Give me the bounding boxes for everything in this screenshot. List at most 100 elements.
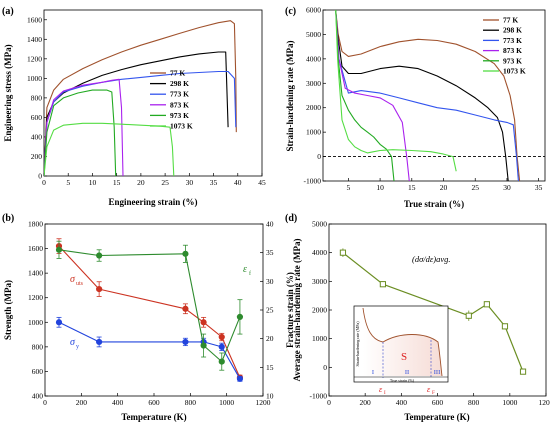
panel-d-ylabel: Average strain-hardening rate (MPa) bbox=[292, 238, 302, 381]
x-tick-label: 35 bbox=[210, 178, 218, 187]
legend-label: 298 K bbox=[503, 26, 522, 35]
panel-b-xlabel: Temperature (K) bbox=[121, 412, 186, 422]
panel-b-chart: (b) Temperature (K) Strength (MPa) Fract… bbox=[2, 213, 295, 422]
y-tick-label: 4000 bbox=[312, 248, 327, 257]
legend-label: 298 K bbox=[170, 79, 189, 88]
x-tick-label: 600 bbox=[432, 398, 444, 407]
data-point bbox=[200, 342, 207, 349]
x-tick-label: 1000 bbox=[219, 398, 234, 407]
series-label: σ bbox=[70, 337, 76, 348]
x-tick-label: 5 bbox=[66, 178, 70, 187]
x-tick-label: 5 bbox=[346, 183, 350, 192]
panel-a-label: (a) bbox=[2, 6, 14, 17]
data-point bbox=[182, 305, 189, 312]
y-right-tick-label: 15 bbox=[266, 363, 274, 372]
svg-text:F: F bbox=[432, 391, 435, 396]
inset-ylabel: Strain-hardening rate (MPa) bbox=[355, 321, 360, 367]
y-tick-label: 400 bbox=[32, 392, 44, 401]
y-tick-label: 3000 bbox=[312, 277, 327, 286]
data-point bbox=[218, 358, 225, 365]
series-line bbox=[58, 321, 241, 380]
y-tick-label: 1200 bbox=[27, 54, 42, 63]
data-point bbox=[218, 333, 225, 341]
panel-b-frame bbox=[44, 223, 264, 397]
x-tick-label: 10 bbox=[89, 178, 97, 187]
y-tick-label: 6000 bbox=[306, 6, 321, 15]
x-tick-label: 1000 bbox=[502, 398, 517, 407]
panel-a-ylabel: Engineering stress (MPa) bbox=[3, 44, 13, 141]
y-tick-label: 2000 bbox=[312, 306, 327, 315]
y-right-tick-label: 40 bbox=[266, 220, 274, 229]
y-tick-label: 1800 bbox=[28, 220, 43, 229]
series-line bbox=[335, 10, 521, 181]
y-tick-label: 400 bbox=[31, 132, 43, 141]
svg-text:ε: ε bbox=[379, 385, 383, 394]
y-tick-label: 600 bbox=[31, 113, 43, 122]
series-line bbox=[44, 70, 237, 176]
panel-d-chart: (d) Temperature (K) Average strain-harde… bbox=[285, 213, 550, 422]
y-tick-label: 2000 bbox=[306, 103, 321, 112]
series-line bbox=[58, 249, 241, 363]
panel-d-inset: S I II III True strain (%) Strain-harden… bbox=[353, 305, 449, 396]
x-tick-label: 800 bbox=[468, 398, 480, 407]
x-tick-label: 45 bbox=[258, 178, 266, 187]
x-tick-label: 15 bbox=[408, 183, 416, 192]
y-tick-label: 4000 bbox=[306, 54, 321, 63]
x-tick-label: 40 bbox=[234, 178, 242, 187]
panel-a-xlabel: Engineering strain (%) bbox=[109, 197, 198, 207]
series-label-subscript: uts bbox=[76, 281, 84, 287]
y-right-tick-label: 25 bbox=[266, 306, 274, 315]
series-line bbox=[44, 20, 237, 176]
inset-strain-mark-1: ε I bbox=[379, 385, 386, 396]
series-line bbox=[342, 252, 524, 372]
data-point bbox=[55, 246, 63, 253]
series-label-subscript: y bbox=[76, 344, 79, 350]
data-point bbox=[501, 323, 509, 330]
y-tick-label: 0 bbox=[323, 363, 327, 372]
data-point bbox=[379, 281, 386, 288]
series-label: σ bbox=[70, 274, 76, 285]
x-tick-label: 200 bbox=[76, 398, 88, 407]
y-tick-label: 1000 bbox=[27, 74, 42, 83]
series-line bbox=[44, 89, 117, 176]
x-tick-label: 400 bbox=[112, 398, 124, 407]
series-line bbox=[335, 10, 519, 181]
x-tick-label: 600 bbox=[148, 398, 160, 407]
y-tick-label: 1600 bbox=[28, 244, 43, 253]
x-tick-label: 30 bbox=[186, 178, 194, 187]
y-tick-label: 3000 bbox=[306, 79, 321, 88]
x-tick-label: 35 bbox=[535, 183, 543, 192]
y-tick-label: -1000 bbox=[310, 392, 328, 401]
x-tick-label: 25 bbox=[161, 178, 169, 187]
x-tick-label: 0 bbox=[42, 178, 46, 187]
series-line bbox=[44, 122, 175, 176]
panel-c-frame bbox=[322, 9, 546, 182]
y-tick-label: 1000 bbox=[312, 334, 327, 343]
x-tick-label: 30 bbox=[503, 183, 511, 192]
panel-b-label: (b) bbox=[2, 213, 14, 224]
data-point bbox=[96, 338, 103, 346]
y-tick-label: 5000 bbox=[306, 30, 321, 39]
inset-area-label: S bbox=[401, 351, 407, 363]
data-point bbox=[96, 252, 103, 259]
panel-d-xlabel: Temperature (K) bbox=[404, 412, 469, 422]
data-point bbox=[218, 343, 225, 350]
y-tick-label: 1400 bbox=[28, 269, 43, 278]
legend-label: 973 K bbox=[503, 56, 522, 65]
inset-region-1: I bbox=[372, 369, 374, 376]
x-tick-label: 0 bbox=[43, 398, 47, 407]
panel-d-label: (d) bbox=[285, 213, 297, 224]
data-point bbox=[339, 249, 347, 256]
legend-label: 1073 K bbox=[170, 122, 193, 131]
inset-xlabel: True strain (%) bbox=[390, 378, 415, 383]
y-tick-label: 200 bbox=[31, 152, 43, 161]
y-tick-label: 1000 bbox=[306, 128, 321, 137]
series-line bbox=[335, 10, 509, 181]
panel-d-annotation: (dσ/dε)avg. bbox=[412, 254, 450, 264]
panel-b-ylabel: Strength (MPa) bbox=[3, 280, 13, 340]
legend-label: 1073 K bbox=[503, 67, 526, 76]
x-tick-label: 10 bbox=[376, 183, 384, 192]
y-tick-label: 1400 bbox=[27, 35, 42, 44]
inset-strain-mark-2: ε F bbox=[427, 385, 435, 396]
